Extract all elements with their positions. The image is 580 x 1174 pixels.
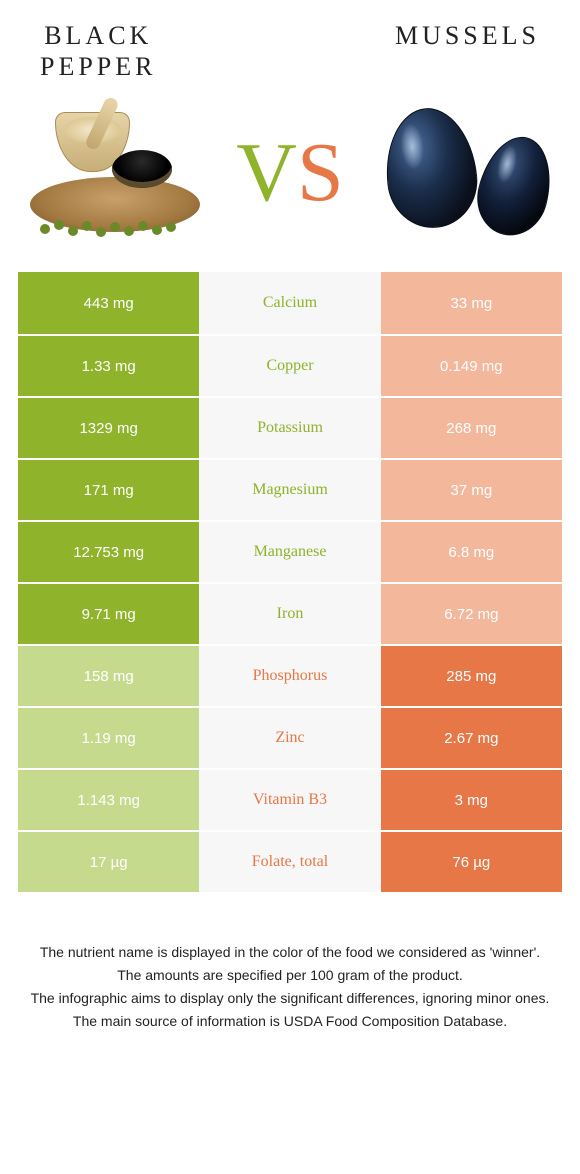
nutrient-label: Manganese: [199, 522, 380, 582]
mussels-image: [380, 102, 550, 242]
nutrient-row: 171 mgMagnesium37 mg: [18, 458, 562, 520]
nutrient-row: 9.71 mgIron6.72 mg: [18, 582, 562, 644]
nutrient-label: Potassium: [199, 398, 380, 458]
nutrient-label: Zinc: [199, 708, 380, 768]
nutrient-label: Calcium: [199, 272, 380, 334]
nutrient-row: 1.33 mgCopper0.149 mg: [18, 334, 562, 396]
nutrient-label: Folate, total: [199, 832, 380, 892]
footnote-line: The amounts are specified per 100 gram o…: [28, 965, 552, 986]
header: BLACK PEPPER MUSSELS: [0, 0, 580, 92]
images-row: VS: [0, 92, 580, 262]
left-value: 1.143 mg: [18, 770, 199, 830]
right-value: 285 mg: [381, 646, 562, 706]
right-value: 6.8 mg: [381, 522, 562, 582]
footnotes: The nutrient name is displayed in the co…: [28, 942, 552, 1032]
right-value: 0.149 mg: [381, 336, 562, 396]
nutrient-comparison-table: 443 mgCalcium33 mg1.33 mgCopper0.149 mg1…: [18, 272, 562, 892]
left-value: 1.33 mg: [18, 336, 199, 396]
vs-label: VS: [236, 124, 343, 221]
right-value: 2.67 mg: [381, 708, 562, 768]
right-value: 268 mg: [381, 398, 562, 458]
left-value: 1329 mg: [18, 398, 199, 458]
nutrient-row: 1.143 mgVitamin B33 mg: [18, 768, 562, 830]
right-value: 6.72 mg: [381, 584, 562, 644]
right-value: 37 mg: [381, 460, 562, 520]
right-value: 76 µg: [381, 832, 562, 892]
left-food-title: BLACK PEPPER: [40, 20, 157, 82]
footnote-line: The nutrient name is displayed in the co…: [28, 942, 552, 963]
footnote-line: The infographic aims to display only the…: [28, 988, 552, 1009]
left-value: 443 mg: [18, 272, 199, 334]
black-pepper-image: [30, 102, 200, 242]
left-value: 1.19 mg: [18, 708, 199, 768]
right-value: 33 mg: [381, 272, 562, 334]
left-value: 17 µg: [18, 832, 199, 892]
vs-s: S: [297, 126, 344, 219]
left-value: 9.71 mg: [18, 584, 199, 644]
nutrient-row: 158 mgPhosphorus285 mg: [18, 644, 562, 706]
right-value: 3 mg: [381, 770, 562, 830]
nutrient-label: Iron: [199, 584, 380, 644]
right-food-title: MUSSELS: [395, 20, 540, 82]
left-value: 171 mg: [18, 460, 199, 520]
nutrient-label: Vitamin B3: [199, 770, 380, 830]
nutrient-label: Magnesium: [199, 460, 380, 520]
nutrient-row: 12.753 mgManganese6.8 mg: [18, 520, 562, 582]
left-value: 158 mg: [18, 646, 199, 706]
nutrient-row: 1.19 mgZinc2.67 mg: [18, 706, 562, 768]
nutrient-label: Copper: [199, 336, 380, 396]
nutrient-label: Phosphorus: [199, 646, 380, 706]
left-value: 12.753 mg: [18, 522, 199, 582]
nutrient-row: 443 mgCalcium33 mg: [18, 272, 562, 334]
vs-v: V: [236, 126, 297, 219]
footnote-line: The main source of information is USDA F…: [28, 1011, 552, 1032]
nutrient-row: 1329 mgPotassium268 mg: [18, 396, 562, 458]
nutrient-row: 17 µgFolate, total76 µg: [18, 830, 562, 892]
